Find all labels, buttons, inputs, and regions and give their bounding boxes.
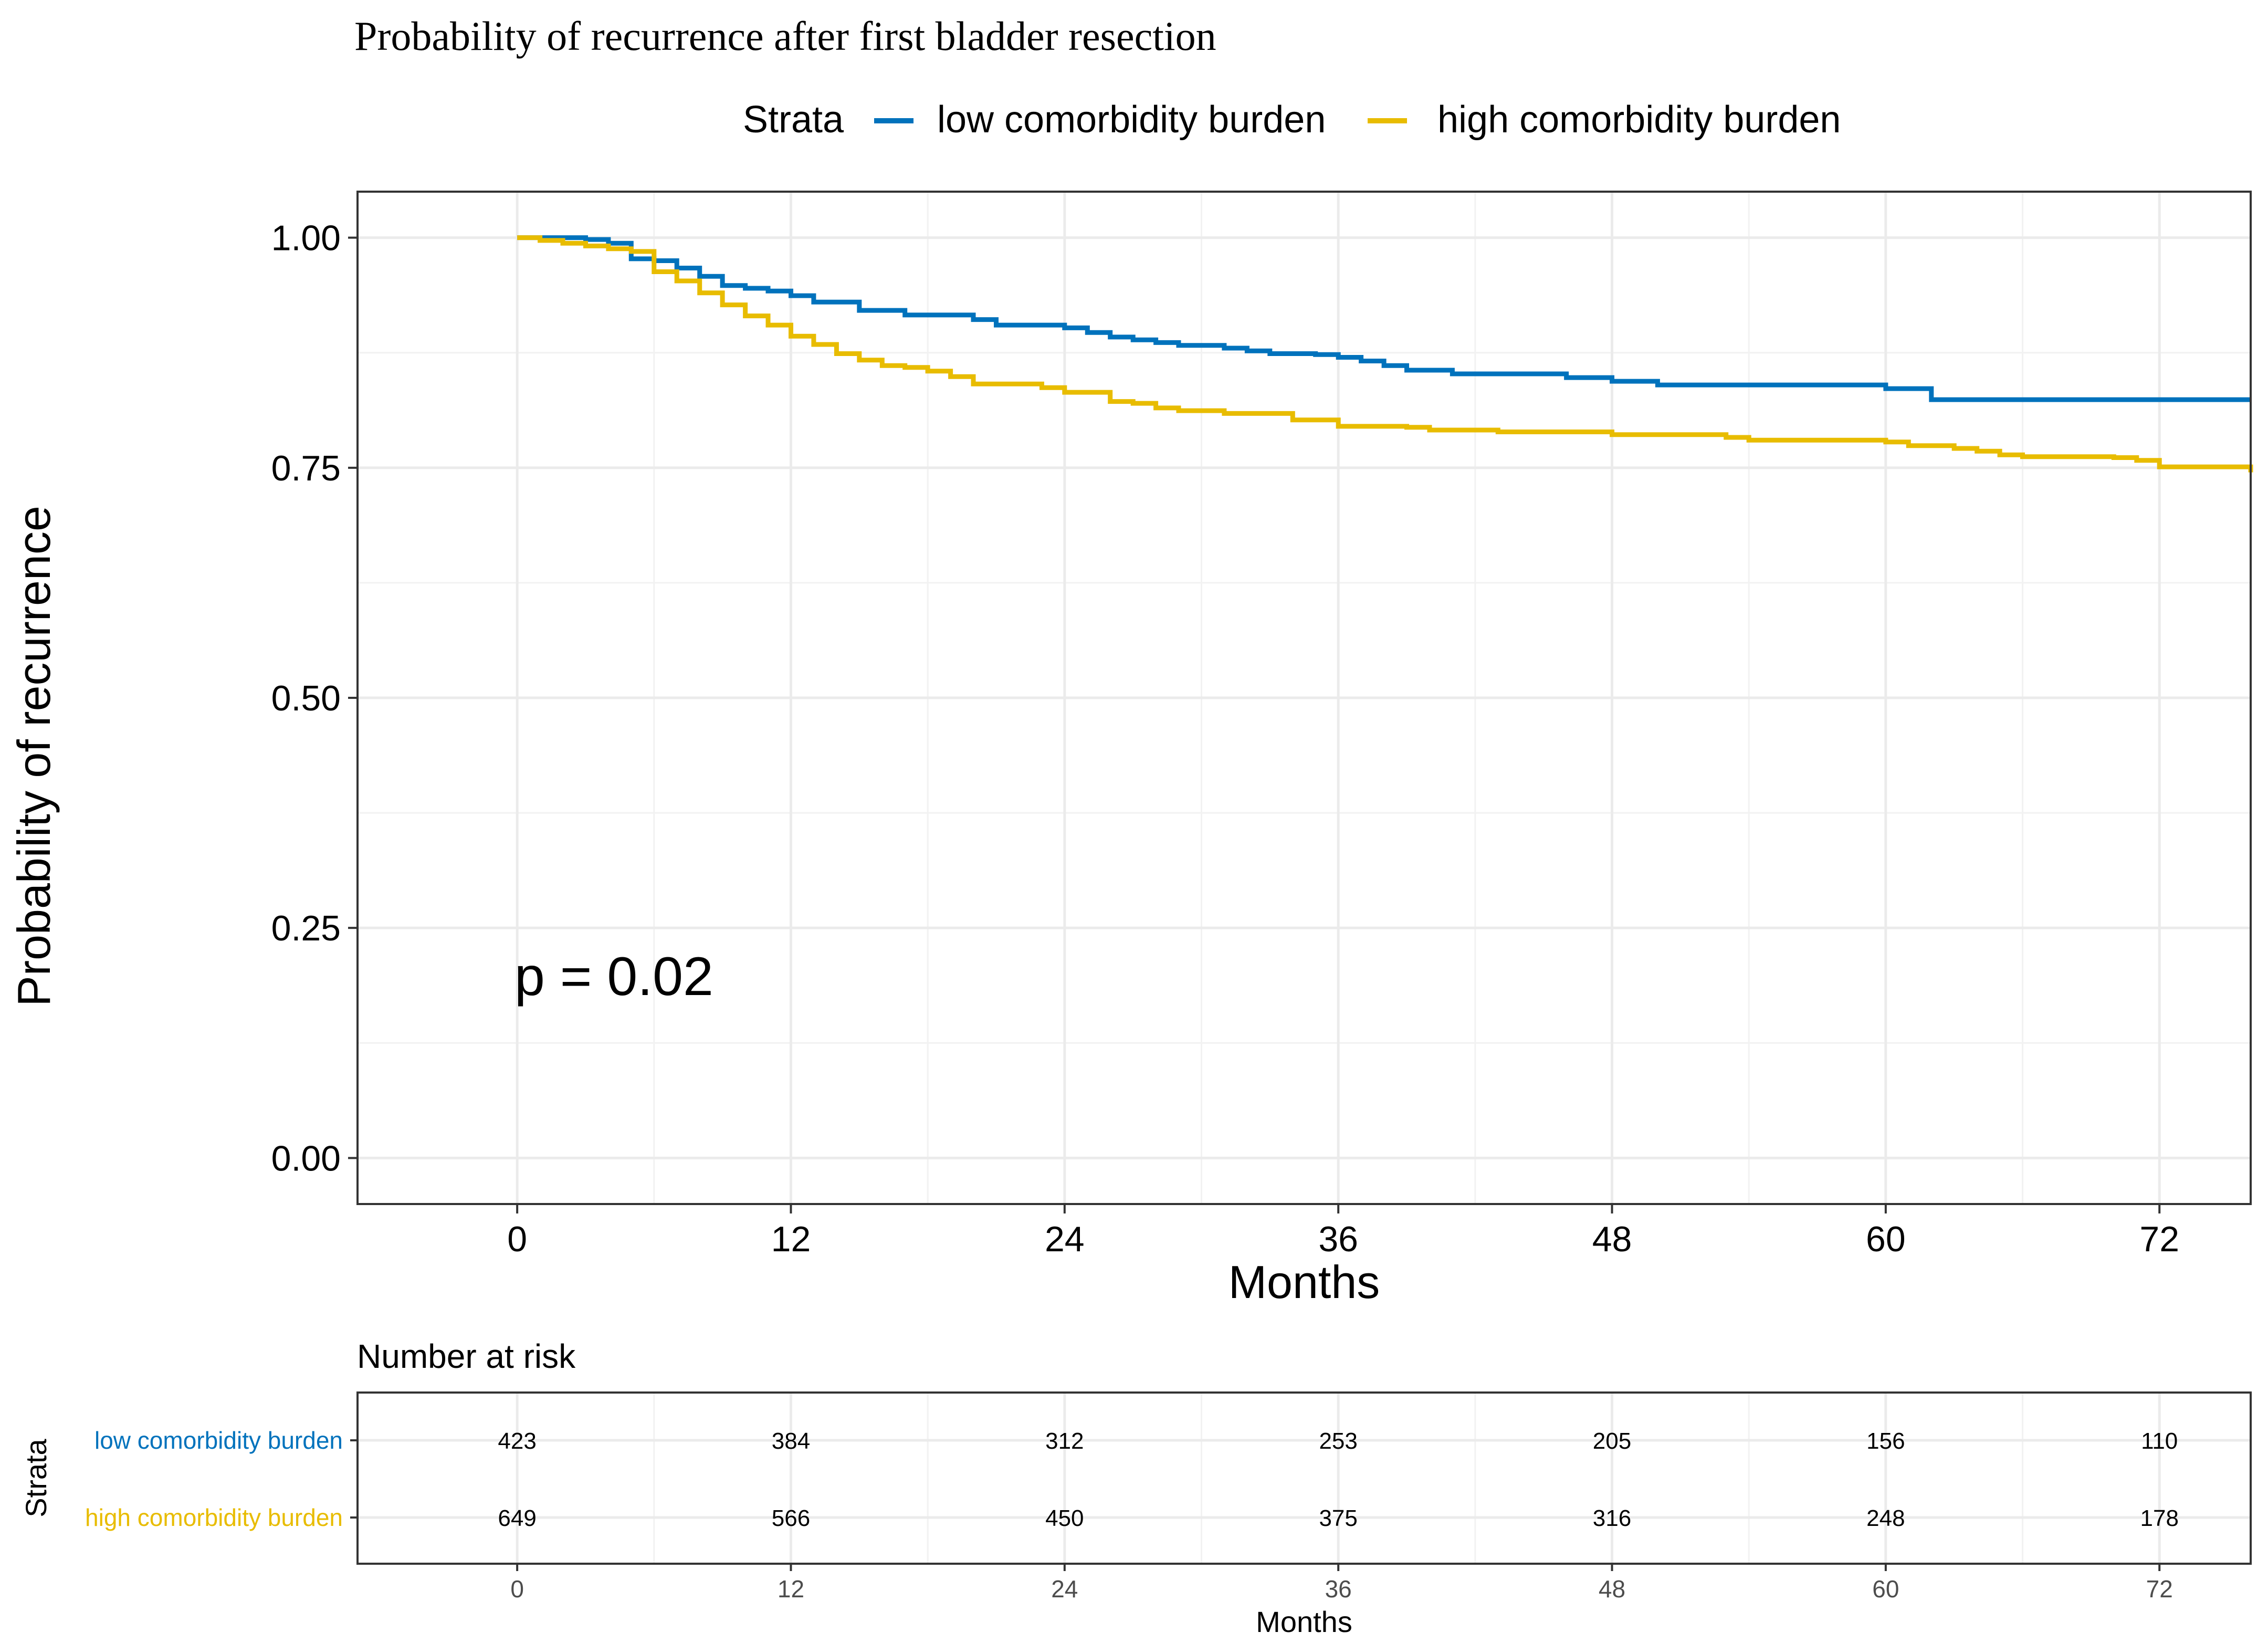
risk-cell-1-4: 316 [1593,1505,1631,1531]
risk-cell-1-2: 450 [1045,1505,1084,1531]
risk-x-tick-label-3: 36 [1325,1575,1352,1603]
y-tick-label-1: 0.25 [271,908,341,948]
risk-x-tick-label-5: 60 [1872,1575,1899,1603]
x-tick-label-5: 60 [1866,1219,1906,1259]
risk-row-label-1: high comorbidity burden [85,1504,343,1531]
risk-cell-0-2: 312 [1045,1428,1084,1454]
risk-x-tick-label-6: 72 [2146,1575,2173,1603]
risk-row-label-0: low comorbidity burden [94,1427,343,1454]
risk-cell-1-3: 375 [1319,1505,1357,1531]
legend-title: Strata [743,99,844,141]
risk-x-tick-label-2: 24 [1051,1575,1078,1603]
x-axis-title: Months [1228,1256,1380,1308]
x-tick-label-6: 72 [2139,1219,2179,1259]
legend-label-low: low comorbidity burden [937,99,1326,141]
risk-cell-0-1: 384 [772,1428,810,1454]
risk-x-tick-label-1: 12 [778,1575,804,1603]
risk-x-ticks: 0 12 24 36 48 60 72 [510,1564,2173,1603]
x-axis-ticks: 0 12 24 36 48 60 72 [507,1204,2179,1259]
risk-gridlines [358,1393,2251,1564]
survival-curves [517,235,2253,473]
risk-strata-labels: low comorbidity burden high comorbidity b… [85,1427,358,1531]
risk-table-title: Number at risk [357,1337,576,1375]
y-tick-label-0: 0.00 [271,1138,341,1178]
risk-table: Number at risk 423 384 312 253 205 156 110 649 5… [19,1337,2252,1638]
risk-cell-0-4: 205 [1593,1428,1631,1454]
risk-cell-0-0: 423 [498,1428,536,1454]
risk-x-title: Months [1256,1605,1352,1638]
y-tick-label-4: 1.00 [271,218,341,258]
risk-x-tick-label-4: 48 [1599,1575,1625,1603]
risk-y-title: Strata [19,1438,52,1517]
x-tick-label-0: 0 [507,1219,527,1259]
y-axis-title: Probability of recurrence [8,506,60,1007]
chart-title: Probability of recurrence after first bl… [354,13,1216,59]
risk-cell-0-5: 156 [1866,1428,1905,1454]
risk-cell-0-3: 253 [1319,1428,1357,1454]
main-plot: 0.00 0.25 0.50 0.75 1.00 0 12 24 36 48 60 72 [271,191,2253,1259]
risk-cell-1-0: 649 [498,1505,536,1531]
risk-table-frame [356,1391,2252,1565]
p-value-annotation: p = 0.02 [514,946,713,1007]
x-tick-label-2: 24 [1045,1219,1085,1259]
x-tick-label-1: 12 [771,1219,811,1259]
legend: Strata low comorbidity burden high comor… [743,99,1841,141]
curve-series-0 [517,235,2251,402]
y-tick-label-3: 0.75 [271,448,341,488]
risk-cell-0-6: 110 [2141,1428,2178,1454]
x-tick-label-3: 36 [1318,1219,1358,1259]
risk-cell-1-6: 178 [2140,1505,2179,1531]
y-tick-label-2: 0.50 [271,678,341,718]
legend-label-high: high comorbidity burden [1437,99,1841,141]
risk-cell-1-5: 248 [1866,1505,1905,1531]
risk-table-cells: 423 384 312 253 205 156 110 649 566 450 375 316 248 1… [498,1428,2179,1531]
risk-cell-1-1: 566 [772,1505,810,1531]
risk-x-tick-label-0: 0 [510,1575,524,1603]
curve-series-1 [517,235,2253,473]
x-tick-label-4: 48 [1592,1219,1632,1259]
main-gridlines [358,192,2251,1204]
y-axis-ticks: 0.00 0.25 0.50 0.75 1.00 [271,218,358,1178]
